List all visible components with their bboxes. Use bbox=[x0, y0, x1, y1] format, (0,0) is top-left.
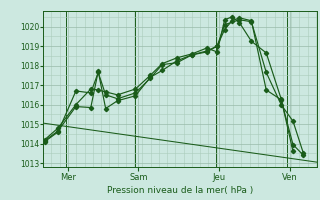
X-axis label: Pression niveau de la mer( hPa ): Pression niveau de la mer( hPa ) bbox=[107, 186, 253, 195]
